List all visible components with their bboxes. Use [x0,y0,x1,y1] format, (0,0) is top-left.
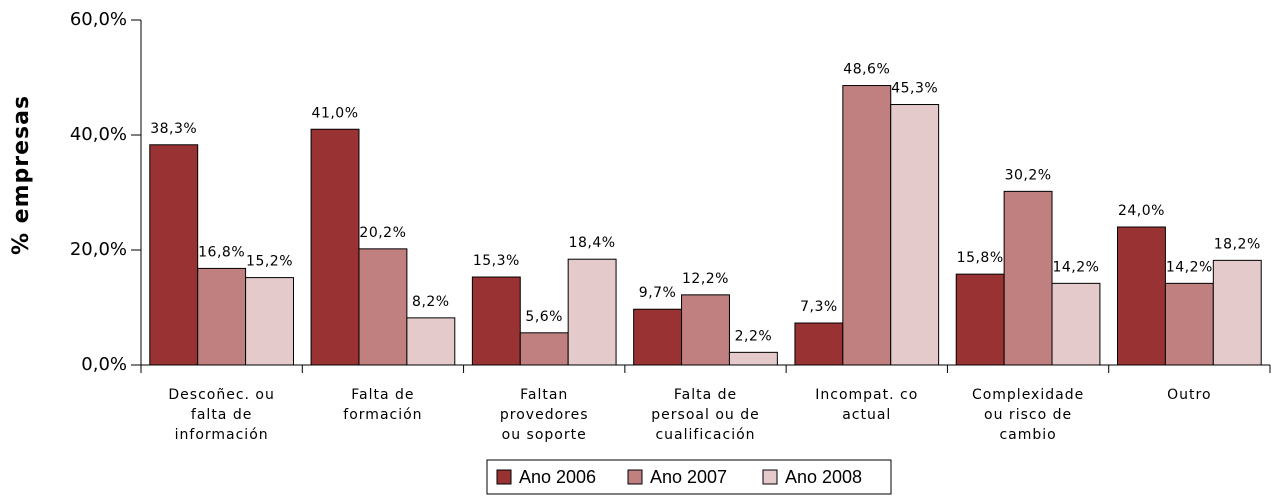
bar [1212,259,1262,366]
y-tick-label: 20,0% [70,239,127,260]
x-tick-label: ou risco de [984,407,1072,423]
value-label: 15,2% [246,254,293,270]
x-tick-label: falta de [191,407,252,423]
y-tick-label: 0,0% [81,354,127,375]
value-label: 9,7% [639,285,677,301]
bar [149,144,199,366]
value-label: 7,3% [800,299,838,315]
legend-box [486,459,892,495]
x-tick-label: información [175,427,269,443]
value-label: 15,3% [473,253,520,269]
bar [1003,190,1053,366]
x-tick-label: Falta de [351,387,414,403]
x-tick-label: Incompat. co [815,387,918,403]
bar [842,85,892,366]
value-label: 30,2% [1005,167,1052,183]
value-label: 5,6% [525,309,563,325]
value-label: 12,2% [682,271,729,287]
legend-label: Ano 2007 [650,467,727,487]
bar [681,294,730,366]
value-label: 8,2% [412,294,450,310]
value-label: 20,2% [359,225,406,241]
y-axis-label: % empresas [9,95,34,255]
value-label: 24,0% [1118,203,1165,219]
bar [567,258,617,366]
legend-swatch [627,469,643,485]
x-tick-label: actual [842,407,891,423]
value-label: 38,3% [150,121,197,137]
bar [358,248,408,366]
bar [1117,226,1166,366]
x-tick-label: Faltan [520,387,568,403]
x-tick-label: formación [343,407,422,423]
bar [310,128,360,366]
value-label: 41,0% [312,105,359,121]
value-label: 48,6% [843,62,890,78]
value-label: 2,2% [735,328,773,344]
bar [406,317,456,366]
legend-label: Ano 2008 [785,467,862,487]
legend-swatch [762,469,778,485]
x-tick-label: provedores [500,407,589,423]
y-tick-label: 60,0% [70,9,127,30]
bar [197,267,247,366]
value-label: 14,2% [1052,259,1099,275]
x-tick-label: persoal ou de [651,407,759,423]
x-tick-label: Descoñec. ou [168,387,274,403]
y-tick-label: 40,0% [70,124,127,145]
value-label: 16,8% [198,244,245,260]
x-tick-label: cambio [999,427,1056,443]
bar [245,277,294,366]
bar [519,332,569,366]
bar [1164,282,1214,366]
x-tick-label: ou soporte [502,427,587,443]
legend-swatch [496,469,512,485]
x-tick-label: cualificación [655,427,755,443]
bar [955,273,1005,366]
value-label: 18,2% [1214,236,1261,252]
value-label: 18,4% [569,235,616,251]
bar [728,351,778,366]
legend-label: Ano 2006 [519,467,596,487]
value-label: 14,2% [1166,259,1213,275]
x-tick-label: Falta de [674,387,737,403]
bar [1051,282,1101,366]
x-tick-label: Outro [1167,387,1211,403]
x-tick-label: Complexidade [972,387,1084,403]
bar [633,308,683,366]
value-label: 45,3% [891,81,938,97]
bar [794,322,844,366]
value-label: 15,8% [957,250,1004,266]
bar [890,104,940,366]
bar [471,276,521,366]
